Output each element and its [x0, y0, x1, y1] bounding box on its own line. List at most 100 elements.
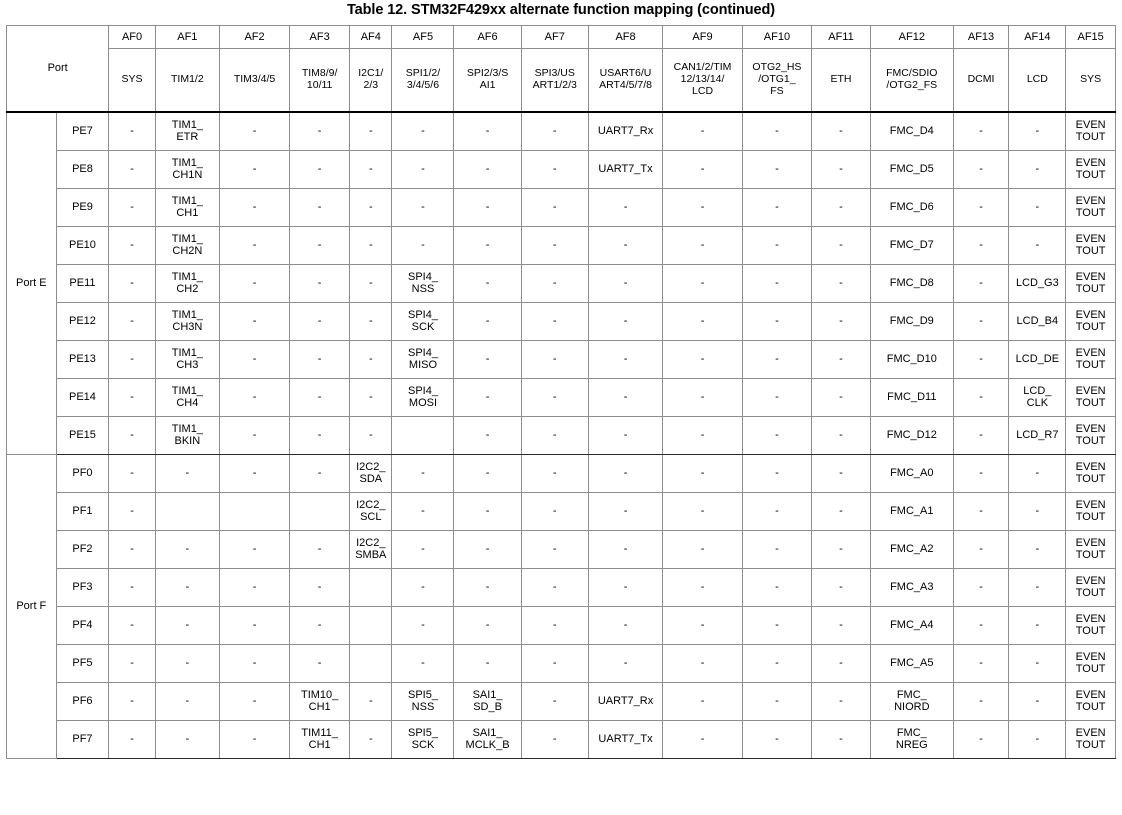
- cell-pe8-af0: -: [108, 149, 156, 189]
- cell-pe10-af14: -: [1008, 225, 1067, 265]
- cell-pf6-af14: -: [1008, 681, 1067, 721]
- column-header-af13: AF13: [952, 24, 1010, 49]
- table-row: Port E PE7- TIM1_ ETR - - - - - - UART7_Rx - - - FMC_D…: [6, 111, 1116, 455]
- column-header-peripheral-af12: FMC/SDIO/OTG2_FS: [869, 47, 954, 113]
- pin-name-pe14: PE14: [55, 377, 110, 417]
- column-header-peripheral-af7: SPI3/US ART1/2/3: [520, 47, 589, 113]
- cell-pe8-af6: -: [453, 149, 522, 189]
- cell-pe14-af1: TIM1_ CH4: [154, 377, 220, 417]
- cell-pf3-af7: -: [520, 567, 589, 607]
- column-header-peripheral-af3: TIM8/9/10/11: [289, 47, 351, 113]
- cell-pe11-af2: -: [218, 263, 291, 303]
- cell-pe7-af13: -: [952, 111, 1010, 151]
- cell-pe15-af6: -: [453, 415, 522, 455]
- cell-pf5-af3: -: [289, 643, 351, 683]
- cell-pe13-af9: -: [662, 339, 743, 379]
- cell-pf1-af13: -: [952, 491, 1010, 531]
- column-header-peripheral-af5: SPI1/2/3/4/5/6: [391, 47, 455, 113]
- cell-pf4-af8: -: [587, 605, 664, 645]
- cell-pf6-af7: -: [520, 681, 589, 721]
- cell-pe12-af13: -: [952, 301, 1010, 341]
- page-title: Table 12. STM32F429xx alternate function…: [346, 2, 775, 18]
- pin-name-pe7: PE7: [55, 111, 110, 151]
- cell-pe8-af11: -: [811, 149, 871, 189]
- cell-pf3-af14: -: [1008, 567, 1067, 607]
- cell-pe10-af4: -: [349, 225, 393, 265]
- cell-pe14-af4: -: [349, 377, 393, 417]
- cell-pf3-af11: -: [811, 567, 871, 607]
- column-header-af5: AF5: [391, 24, 455, 49]
- cell-pe14-af5: SPI4_ MOSI: [391, 377, 455, 417]
- cell-pf3-af2: -: [218, 567, 291, 607]
- column-header-peripheral-af15: SYS: [1065, 47, 1116, 113]
- cell-pf4-af9: -: [662, 605, 743, 645]
- cell-pf5-af6: -: [453, 643, 522, 683]
- cell-pe9-af9: -: [662, 187, 743, 227]
- cell-pe11-af7: -: [520, 263, 589, 303]
- cell-pe14-af10: -: [741, 377, 813, 417]
- cell-pe14-af3: -: [289, 377, 351, 417]
- column-header-af0: AF0: [108, 24, 156, 49]
- cell-pf0-af7: -: [520, 453, 589, 493]
- cell-pf3-af3: -: [289, 567, 351, 607]
- cell-pe11-af12: FMC_D8: [869, 263, 954, 303]
- cell-pf1-af3: [289, 491, 351, 531]
- cell-pf3-af5: -: [391, 567, 455, 607]
- column-header-af9: AF9: [662, 24, 743, 49]
- table-row: PF1- I2C2_ SCL - - - - - - - FMC_A1- - EVEN TOUT: [7, 491, 1116, 531]
- cell-pf3-af8: -: [587, 567, 664, 607]
- cell-pe15-af8: -: [587, 415, 664, 455]
- cell-pf4-af10: -: [741, 605, 813, 645]
- cell-pf2-af2: -: [218, 529, 291, 569]
- cell-pe7-af10: -: [741, 111, 813, 151]
- cell-pe12-af12: FMC_D9: [869, 301, 954, 341]
- cell-pf2-af3: -: [289, 529, 351, 569]
- cell-pe8-af2: -: [218, 149, 291, 189]
- column-header-peripheral-af13: DCMI: [952, 47, 1010, 113]
- cell-pe7-af3: -: [289, 111, 351, 151]
- cell-pe12-af0: -: [108, 301, 156, 341]
- cell-pf0-af4: I2C2_ SDA: [349, 453, 393, 493]
- cell-pf6-af1: -: [154, 681, 220, 721]
- cell-pe9-af11: -: [811, 187, 871, 227]
- cell-pe15-af11: -: [811, 415, 871, 455]
- cell-pf5-af2: -: [218, 643, 291, 683]
- cell-pf0-af14: -: [1008, 453, 1067, 493]
- cell-pf0-af2: -: [218, 453, 291, 493]
- cell-pe13-af14: LCD_DE: [1008, 339, 1067, 379]
- cell-pe7-af1: TIM1_ ETR: [154, 111, 220, 151]
- cell-pe10-af10: -: [741, 225, 813, 265]
- port-group-label: Port F: [6, 453, 57, 759]
- cell-pe13-af1: TIM1_ CH3: [154, 339, 220, 379]
- port-group-label: Port E: [6, 111, 57, 455]
- cell-pe12-af8: -: [587, 301, 664, 341]
- header-row-peripherals: SYS TIM1/2 TIM3/4/5 TIM8/9/10/11 I2C1/2/3 SPI…: [7, 47, 1116, 113]
- cell-pe10-af0: -: [108, 225, 156, 265]
- cell-pf2-af14: -: [1008, 529, 1067, 569]
- cell-pf7-af5: SPI5_ SCK: [391, 719, 455, 759]
- cell-pe15-af4: -: [349, 415, 393, 455]
- cell-pf2-af13: -: [952, 529, 1010, 569]
- cell-pe8-af14: -: [1008, 149, 1067, 189]
- cell-pe15-af14: LCD_R7: [1008, 415, 1067, 455]
- pin-name-pf1: PF1: [55, 491, 110, 531]
- table-row: PF5- - - - - - - - - - - FMC_A5- - EVEN TOUT: [7, 643, 1116, 683]
- column-header-peripheral-af4: I2C1/2/3: [349, 47, 393, 113]
- cell-pe7-af14: -: [1008, 111, 1067, 151]
- cell-pf0-af5: -: [391, 453, 455, 493]
- table-header: Port AF0 AF1 AF2 AF3 AF4 AF5 AF6 AF7 AF8 AF9 AF10 A…: [5, 24, 1116, 113]
- cell-pf0-af11: -: [811, 453, 871, 493]
- cell-pf1-af15: EVEN TOUT: [1065, 491, 1116, 531]
- cell-pe9-af3: -: [289, 187, 351, 227]
- cell-pf2-af8: -: [587, 529, 664, 569]
- table-row: PE15- TIM1_ BKIN - - - - - - - - - FMC_D12- LCD_R7 EVE…: [7, 415, 1116, 455]
- cell-pe8-af10: -: [741, 149, 813, 189]
- cell-pe10-af5: -: [391, 225, 455, 265]
- column-header-af11: AF11: [811, 24, 871, 49]
- cell-pf3-af13: -: [952, 567, 1010, 607]
- cell-pf2-af11: -: [811, 529, 871, 569]
- cell-pe10-af11: -: [811, 225, 871, 265]
- cell-pe14-af6: -: [453, 377, 522, 417]
- table-row: PE14- TIM1_ CH4- - - SPI4_ MOSI - - - - - - FMC_D11- L…: [7, 377, 1116, 417]
